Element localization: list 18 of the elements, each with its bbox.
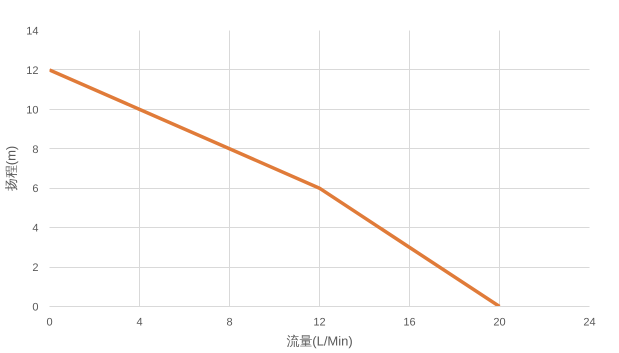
- x-tick-label: 20: [493, 316, 506, 328]
- y-tick-label: 0: [32, 302, 39, 314]
- x-tick-label: 8: [226, 316, 233, 328]
- x-tick-label: 24: [583, 316, 596, 328]
- x-tick-label: 12: [313, 316, 326, 328]
- y-tick-label: 2: [32, 262, 39, 274]
- y-axis-title: 扬程(m): [3, 146, 18, 192]
- x-tick-label: 4: [136, 316, 143, 328]
- y-tick-label: 6: [32, 183, 39, 196]
- x-axis-title: 流量(L/Min): [286, 334, 353, 348]
- y-tick-label: 8: [32, 144, 39, 156]
- y-tick-label: 14: [26, 26, 39, 38]
- line-series: [50, 68, 502, 306]
- x-tick-label: 0: [46, 316, 53, 328]
- y-tick-label: 12: [26, 64, 39, 77]
- y-tick-label: 10: [26, 104, 39, 116]
- y-tick-label: 4: [32, 222, 39, 235]
- x-tick-label: 16: [403, 316, 416, 328]
